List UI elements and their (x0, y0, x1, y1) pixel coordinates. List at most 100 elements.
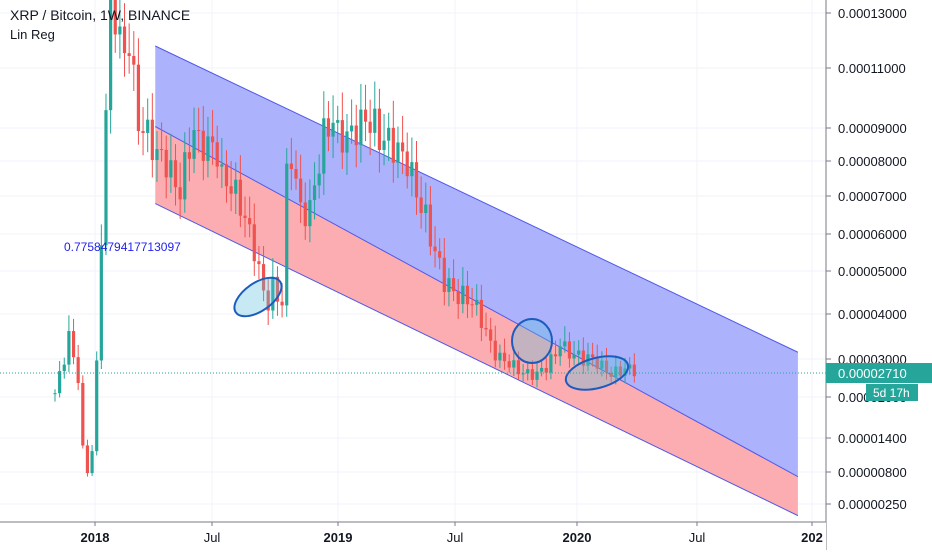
last-price-badge (826, 363, 932, 383)
price-tick-label: 0.00006000 (838, 227, 907, 242)
candle-body (178, 187, 182, 200)
candle-body (155, 149, 159, 161)
candle-body (136, 64, 141, 132)
candle-body (234, 179, 238, 194)
candle-body (419, 197, 423, 214)
candle-body (275, 276, 280, 302)
candle-body (438, 251, 442, 258)
candle-body (345, 131, 349, 153)
indicator-label[interactable]: Lin Reg (10, 27, 55, 42)
candle-body (317, 173, 321, 186)
symbol-title[interactable]: XRP / Bitcoin, 1W, BINANCE (10, 7, 191, 23)
last-price-label: 0.00002710 (838, 366, 907, 381)
price-tick-label: 0.00005000 (838, 264, 907, 279)
candle-body (322, 118, 326, 174)
candle-body (104, 110, 108, 246)
candle-body (516, 360, 521, 375)
candle-body (252, 224, 256, 262)
candle-body (67, 331, 71, 365)
candle-body (215, 142, 219, 167)
candle-body (368, 121, 372, 133)
time-tick-label: Jul (447, 530, 464, 545)
price-axis[interactable] (826, 0, 932, 550)
candle-body (53, 393, 57, 395)
candle-body (164, 149, 168, 178)
candle-body (122, 26, 127, 54)
candle-body (428, 204, 433, 247)
candle-body (442, 257, 446, 292)
candle-body (81, 382, 85, 446)
candle-body (109, 0, 113, 111)
candle-body (132, 55, 136, 65)
lower-channel-band (155, 126, 798, 516)
candle-body (336, 120, 340, 123)
time-tick-label: Jul (689, 530, 706, 545)
candle-body (604, 360, 609, 373)
price-tick-label: 0.00004000 (838, 307, 907, 322)
candle-body (280, 301, 284, 306)
candle-body (405, 151, 409, 177)
candle-body (461, 285, 465, 305)
price-tick-label: 0.00011000 (838, 61, 906, 76)
candle-body (567, 341, 572, 359)
candle-body (118, 26, 122, 35)
candle-body (475, 299, 479, 305)
candle-body (563, 341, 567, 347)
candle-body (192, 130, 196, 159)
candle-body (183, 152, 187, 200)
candle-body (396, 142, 400, 163)
candle-body (76, 357, 80, 383)
candle-body (414, 162, 419, 198)
time-axis[interactable] (0, 522, 826, 550)
candle-body (391, 127, 395, 163)
candle-body (294, 169, 298, 179)
highlight-ellipse[interactable] (511, 318, 553, 364)
price-tick-label: 0.00000250 (838, 497, 907, 512)
candle-body (558, 346, 562, 357)
candle-body (465, 285, 470, 305)
candle-body (350, 125, 354, 132)
price-tick-label: 0.00000800 (838, 465, 907, 480)
candle-body (146, 119, 150, 133)
candle-body (502, 352, 507, 362)
candle-body (220, 164, 224, 167)
candle-body (150, 119, 154, 161)
candle-body (581, 350, 585, 366)
candle-body (632, 364, 636, 377)
candle-body (572, 354, 576, 359)
candle-body (623, 368, 627, 376)
candle-body (99, 245, 103, 361)
candle-body (447, 278, 451, 292)
candle-body (266, 290, 270, 311)
candle-body (238, 179, 242, 216)
candle-body (456, 291, 460, 305)
candle-body (201, 130, 205, 161)
candle-body (58, 371, 62, 394)
candle-body (540, 367, 544, 372)
candle-body (326, 118, 331, 137)
candle-body (95, 360, 99, 452)
candle-body (359, 109, 363, 146)
candle-body (424, 204, 428, 214)
candle-body (595, 357, 599, 369)
candle-body (354, 125, 358, 146)
candle-body (489, 329, 493, 341)
candle-body (248, 218, 252, 225)
upper-channel-band (155, 46, 798, 477)
candle-body (173, 160, 178, 188)
candle-body (127, 53, 131, 56)
candle-body (90, 451, 94, 474)
candle-body (512, 360, 516, 368)
countdown-badge (866, 384, 918, 401)
candle-body (71, 331, 76, 358)
candle-body (303, 202, 307, 227)
lower-channel-line (155, 203, 799, 517)
candle-body (628, 364, 632, 369)
candle-body (331, 122, 335, 137)
candle-body (553, 354, 558, 357)
highlight-ellipse[interactable] (228, 270, 288, 324)
candle-body (530, 369, 534, 380)
candle-body (433, 246, 437, 252)
